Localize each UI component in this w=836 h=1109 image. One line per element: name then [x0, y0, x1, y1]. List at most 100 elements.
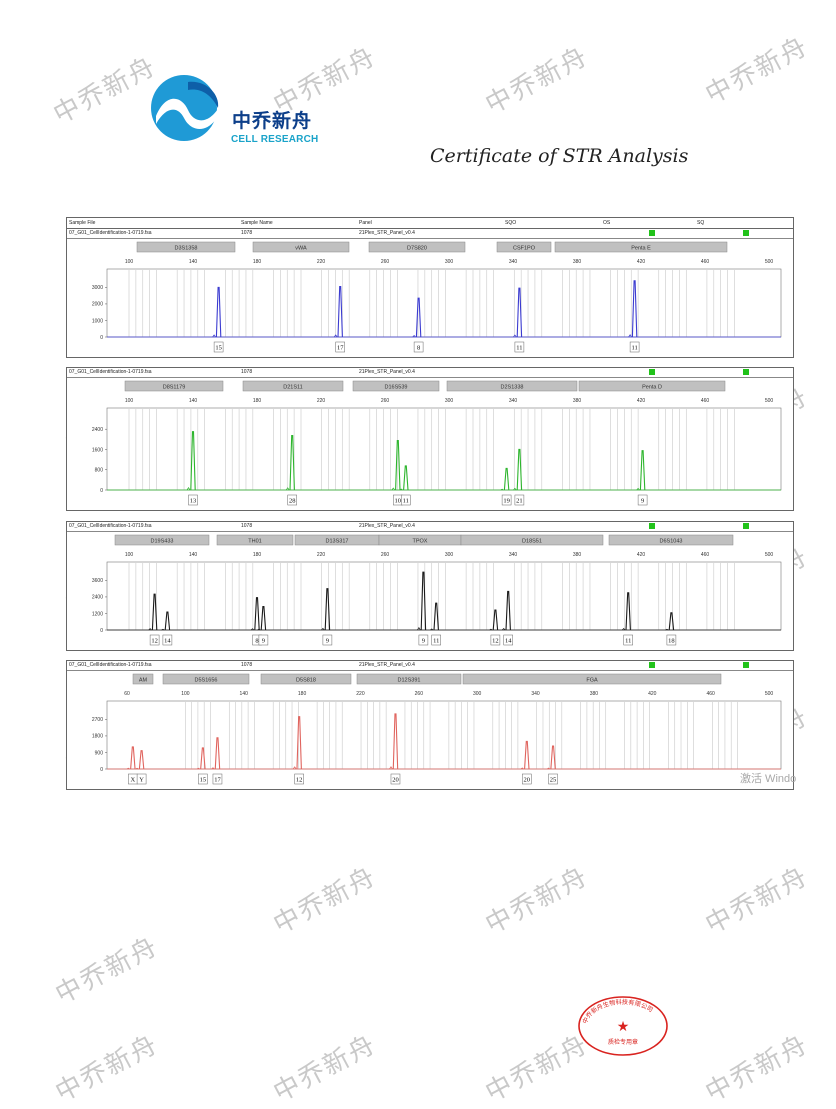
y-tick-label: 2400: [92, 595, 103, 601]
stutter-peak: [186, 487, 191, 491]
locus-label: D8S1179: [163, 385, 186, 391]
x-tick-label: 260: [381, 259, 390, 265]
x-tick-label: 140: [189, 398, 198, 404]
allele-call: 11: [403, 498, 409, 505]
x-tick-label: 100: [125, 552, 134, 558]
stutter-peak: [211, 767, 215, 770]
locus-label: D19S433: [151, 539, 174, 545]
allele-call-box: [335, 341, 345, 353]
x-tick-label: 260: [381, 552, 390, 558]
sqo-flag: [649, 230, 655, 236]
sqo-flag: [649, 662, 655, 668]
allele-call-box: [666, 634, 677, 646]
plot-frame: [106, 561, 782, 631]
allele-call: 8: [255, 638, 258, 645]
sample-file: 07_G01_CellIdentification-1-0719.fsa: [69, 369, 152, 375]
peak: [492, 609, 499, 631]
stutter-peak: [489, 628, 493, 631]
watermark-text: 中乔新舟: [480, 41, 594, 121]
stutter-peak: [417, 627, 421, 631]
allele-call: 13: [190, 498, 197, 505]
sample-file: 07_G01_CellIdentification-1-0719.fsa: [69, 523, 152, 529]
panel-info-bar: 07_G01_CellIdentification-1-0719.fsa 107…: [67, 522, 793, 532]
stutter-peak: [285, 487, 290, 491]
peak: [151, 593, 158, 631]
seal-text-bottom: 质检专用章: [608, 1038, 638, 1046]
y-tick-label: 900: [95, 750, 104, 756]
stutter-peak: [520, 767, 524, 770]
sq-flag: [743, 523, 749, 529]
allele-call-box: [294, 773, 304, 785]
panel-name: 21Plex_STR_Panel_v0.4: [359, 369, 415, 375]
sqo-flag: [649, 369, 655, 375]
watermark-text: 中乔新舟: [700, 1029, 814, 1109]
allele-call-box: [322, 634, 333, 646]
allele-call: 15: [200, 777, 207, 784]
y-tick-label: 3000: [92, 285, 103, 291]
locus-box: [460, 534, 604, 546]
allele-call-box: [401, 494, 411, 506]
x-tick-label: 260: [415, 691, 424, 697]
dye-chart: D3S1358 vWA D7S820 CSF1PO Penta E 100 140 180 22…: [92, 241, 782, 353]
windows-activation-text: 激活 Windo: [740, 773, 797, 785]
allele-call: 12: [296, 777, 303, 784]
x-tick-label: 140: [189, 552, 198, 558]
y-tick-label: 2000: [92, 302, 103, 308]
allele-call: 11: [625, 638, 631, 645]
peak: [254, 597, 260, 631]
sample-file: 07_G01_CellIdentification-1-0719.fsa: [69, 662, 152, 668]
allele-call: 19: [503, 498, 510, 505]
brand-name-cn: 中乔新舟: [232, 110, 313, 132]
locus-label: AM: [139, 678, 148, 684]
panel-name: 21Plex_STR_Panel_v0.4: [359, 523, 415, 529]
stutter-peak: [292, 766, 297, 770]
stutter-peak: [628, 334, 632, 338]
stutter-peak: [665, 628, 669, 631]
allele-call-box: [637, 494, 648, 506]
locus-box: [216, 534, 294, 546]
peak: [289, 434, 295, 491]
peak: [395, 440, 401, 491]
peak: [214, 737, 221, 770]
peak: [524, 740, 530, 770]
peak: [138, 750, 145, 770]
x-tick-label: 300: [445, 552, 454, 558]
y-tick-label: 1200: [92, 611, 103, 617]
allele-call-box: [198, 773, 208, 785]
peak: [516, 448, 523, 491]
watermark-text: 中乔新舟: [480, 861, 594, 941]
allele-call: 18: [668, 638, 675, 645]
locus-box: [162, 673, 250, 685]
peak: [392, 713, 399, 770]
allele-call-box: [431, 634, 441, 646]
x-tick-label: 380: [573, 259, 582, 265]
allele-call: 28: [289, 498, 296, 505]
x-tick-label: 100: [125, 398, 134, 404]
plot-frame: [106, 268, 782, 338]
allele-call-box: [514, 341, 525, 353]
x-tick-label: 260: [381, 398, 390, 404]
locus-box: [368, 241, 466, 253]
peak: [324, 588, 331, 631]
allele-call-box: [501, 494, 512, 506]
x-tick-label: 340: [509, 552, 518, 558]
locus-label: D6S1043: [660, 539, 683, 545]
col-sq: SQ: [697, 220, 705, 226]
stutter-peak: [399, 488, 403, 491]
allele-call-box: [188, 494, 198, 506]
plot-frame: [106, 407, 782, 491]
sample-name: 1078: [241, 662, 253, 668]
allele-call: Y: [139, 777, 144, 784]
x-tick-label: 60: [124, 691, 130, 697]
peak: [337, 286, 343, 338]
allele-call: 9: [326, 638, 329, 645]
y-tick-label: 1000: [92, 318, 103, 324]
x-tick-label: 500: [765, 552, 774, 558]
stutter-peak: [636, 487, 640, 491]
locus-box: [124, 380, 224, 392]
x-tick-label: 500: [765, 259, 774, 265]
x-tick-label: 380: [573, 398, 582, 404]
locus-label: Penta D: [642, 385, 662, 391]
stutter-peak: [500, 488, 504, 491]
x-tick-label: 180: [253, 398, 262, 404]
